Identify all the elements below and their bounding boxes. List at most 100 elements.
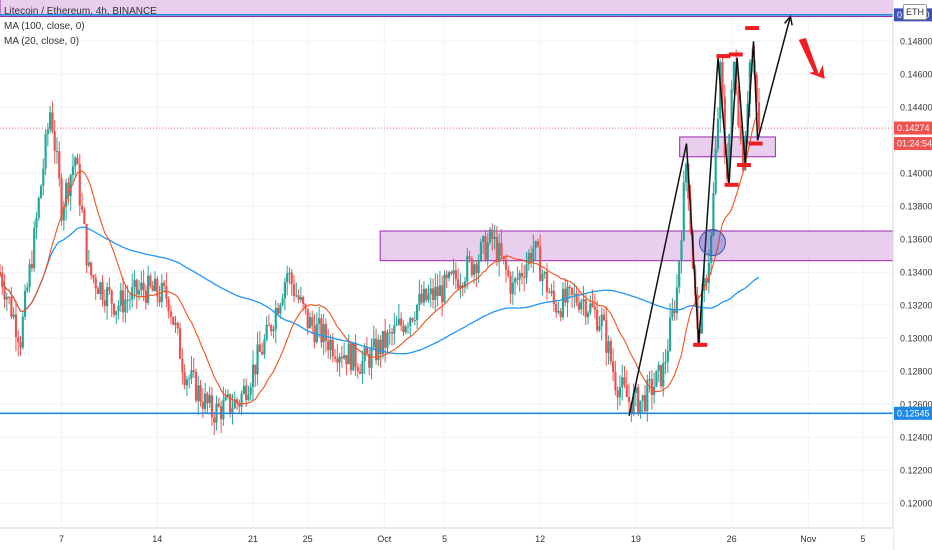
candle-body (507, 269, 510, 276)
candle-body (452, 270, 455, 274)
candle-body (482, 236, 485, 242)
candles (0, 45, 761, 435)
candle-body (577, 302, 581, 310)
candle-body (573, 293, 576, 295)
candle-body (343, 355, 346, 359)
candle-body (602, 314, 606, 321)
candle-body (149, 275, 152, 286)
price-axis[interactable]: 0.14800 0.14600 0.14400 0.14000 0.13800 0.136… (892, 0, 932, 550)
candle-body (479, 241, 483, 261)
ma100-legend[interactable]: MA (100, close, 0) (4, 21, 85, 32)
price-tick-label: 0.12800 (900, 366, 932, 376)
candle-body (359, 371, 362, 374)
candle-body (425, 288, 428, 301)
time-tick-label: 26 (727, 534, 737, 544)
candle-body (381, 331, 385, 354)
candle-body (548, 292, 551, 294)
candle-body (500, 242, 503, 256)
candle-body (368, 353, 371, 368)
candle-body (757, 102, 761, 130)
candle-body (283, 282, 287, 299)
candle-body (46, 129, 49, 135)
symbol-title[interactable]: Litecoin / Ethereum, 4h, BINANCE (4, 6, 157, 17)
price-tick-label: 0.12200 (900, 465, 932, 475)
candle-body (657, 364, 660, 371)
candle-body (566, 286, 569, 303)
candle-body (703, 278, 706, 291)
candle-body (126, 299, 129, 301)
candle-body (632, 392, 635, 414)
candle-body (728, 133, 731, 179)
candle-body (121, 290, 125, 313)
candle-body (372, 338, 375, 348)
ma20-legend[interactable]: MA (20, close, 0) (4, 36, 80, 47)
candle-body (575, 293, 578, 303)
candle-body (395, 324, 398, 326)
candle-body (466, 256, 469, 282)
candle-body (137, 289, 141, 295)
candle-body (527, 253, 530, 265)
candle-body (331, 339, 334, 357)
candle-body (529, 253, 533, 262)
candle-body (224, 395, 227, 401)
candle-body (543, 271, 546, 275)
candle-body (71, 166, 75, 175)
candle-body (493, 236, 496, 239)
candle-body (324, 324, 328, 341)
candle-body (580, 301, 583, 310)
candle-body (470, 258, 473, 276)
candle-body (185, 379, 188, 386)
candle-body (69, 174, 72, 197)
time-axis[interactable]: 7 14 21 25 Oct 5 12 19 26 Nov 5 (0, 527, 893, 550)
candle-body (639, 400, 642, 414)
candle-body (409, 318, 412, 327)
candle-body (133, 279, 136, 288)
candle-body (721, 62, 724, 97)
candle-body (153, 278, 157, 291)
candle-body (299, 296, 302, 300)
candle-body (242, 385, 245, 394)
candle-body (598, 326, 601, 331)
price-badge-label: 0.12545 (897, 408, 930, 418)
candle-body (142, 282, 145, 291)
candle-body (151, 285, 154, 291)
candle-body (365, 347, 369, 354)
candle-body (739, 125, 742, 141)
candle-body (37, 198, 40, 218)
candle-body (62, 206, 65, 221)
candle-body (158, 296, 161, 303)
candle-body (518, 273, 521, 280)
drawings (0, 14, 893, 416)
candle-body (5, 296, 8, 300)
candle-body (422, 288, 426, 303)
candle-body (320, 318, 323, 343)
candle-body (35, 217, 38, 228)
candle-body (504, 259, 508, 270)
candle-body (400, 318, 403, 326)
candle-body (315, 324, 318, 343)
candle-body (616, 390, 619, 398)
price-tick-label: 0.14800 (900, 36, 932, 46)
candle-body (618, 387, 622, 398)
candle-body (172, 316, 175, 325)
candle-body (413, 320, 416, 322)
candle-body (457, 279, 460, 289)
candle-body (634, 387, 638, 393)
candle-body (267, 324, 271, 326)
candle-body (85, 223, 88, 266)
candle-body (596, 309, 599, 331)
candle-body (591, 303, 594, 307)
candle-body (486, 242, 489, 261)
candle-body (477, 260, 480, 274)
candle-body (26, 287, 29, 291)
candle-body (582, 299, 585, 302)
candle-body (338, 356, 341, 363)
candle-body (286, 273, 289, 283)
price-tick-label: 0.13800 (900, 201, 932, 211)
time-tick-label: 5 (860, 534, 865, 544)
candle-body (281, 298, 284, 305)
quote-currency-badge: ETH (903, 4, 927, 20)
candle-body (163, 282, 166, 286)
price-badge-label: 0.14274 (897, 123, 930, 133)
